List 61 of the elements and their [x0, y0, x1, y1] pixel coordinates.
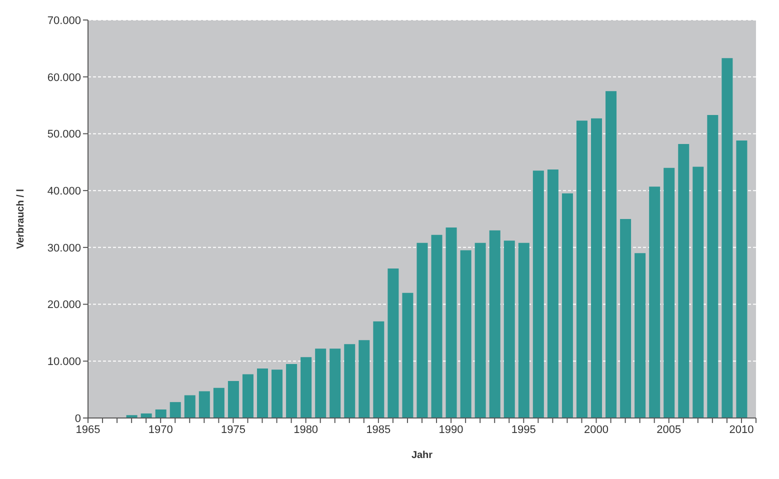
x-tick-label: 1990: [438, 424, 464, 436]
bar: [489, 230, 500, 418]
bar: [242, 374, 254, 418]
bar: [736, 140, 748, 418]
bar: [272, 370, 283, 418]
bar: [678, 144, 690, 418]
bar: [373, 321, 384, 418]
bar: [576, 120, 588, 418]
x-tick-label: 1970: [148, 424, 173, 436]
bar: [257, 368, 268, 418]
bar: [518, 242, 530, 418]
y-tick-label: 0: [74, 412, 81, 425]
y-tick-label: 70.000: [47, 14, 81, 27]
y-tick-label: 20.000: [47, 299, 81, 312]
x-tick-label: 1975: [220, 424, 246, 436]
bar: [286, 364, 298, 418]
bar: [388, 268, 399, 418]
bar: [170, 402, 181, 418]
bar: [722, 58, 733, 418]
bar: [634, 253, 646, 418]
bar: [155, 409, 166, 418]
bar: [591, 118, 602, 418]
bar: [344, 344, 356, 418]
x-tick-label: 2000: [584, 424, 609, 436]
bar: [562, 193, 573, 418]
x-axis-title: Jahr: [411, 450, 433, 461]
y-tick-label: 40.000: [47, 185, 81, 198]
bar: [692, 166, 704, 418]
bar: [547, 170, 558, 418]
x-tick-label: 1965: [76, 424, 100, 436]
bar: [315, 348, 326, 418]
bar: [330, 348, 341, 418]
y-tick-label: 30.000: [47, 242, 81, 254]
bar: [606, 91, 617, 418]
bar: [431, 234, 442, 418]
bar: [504, 240, 515, 418]
bar: [649, 186, 660, 418]
x-tick-label: 1985: [366, 424, 391, 436]
bar: [446, 228, 457, 418]
y-tick-label: 50.000: [47, 128, 81, 141]
y-tick-label: 10.000: [47, 356, 81, 368]
bar: [416, 242, 428, 418]
y-axis-title: Verbrauch / l: [16, 188, 27, 250]
x-tick-label: 2005: [656, 424, 682, 436]
bar: [664, 168, 675, 418]
bar: [184, 395, 196, 418]
x-tick-label: 1980: [294, 424, 318, 436]
x-tick-label: 2010: [729, 424, 754, 436]
bar: [300, 357, 312, 418]
bar: [532, 170, 544, 418]
x-tick-label: 1995: [511, 424, 536, 436]
bar: [228, 381, 239, 418]
bar: [620, 219, 632, 418]
bar: [358, 340, 370, 418]
bar: [198, 391, 210, 418]
bar: [402, 292, 414, 418]
bar: [460, 250, 472, 418]
bar: [474, 242, 486, 418]
bar: [707, 114, 718, 418]
bar: [213, 388, 224, 418]
y-tick-label: 60.000: [47, 72, 81, 84]
